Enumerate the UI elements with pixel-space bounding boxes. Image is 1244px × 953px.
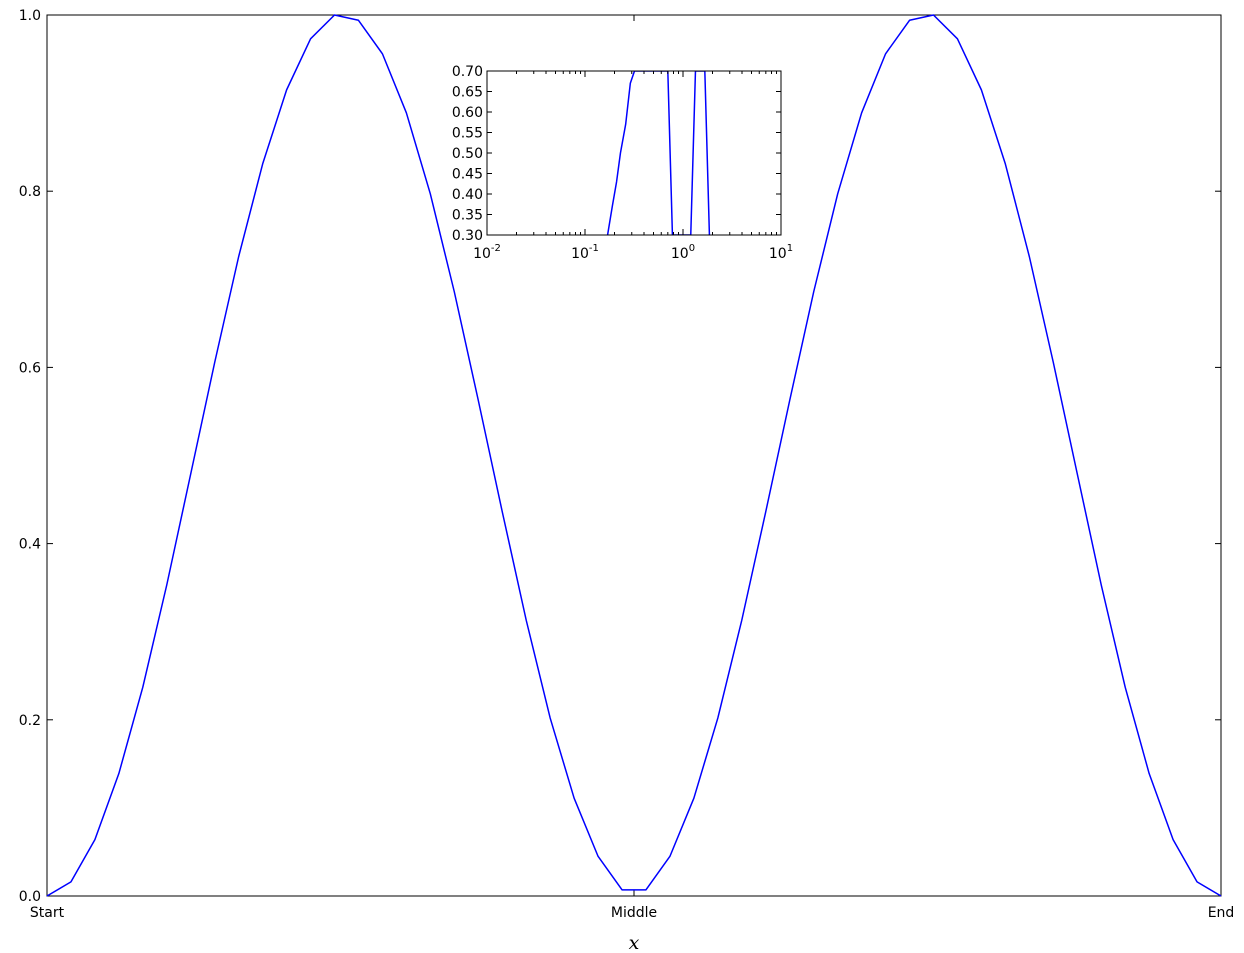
main-x-axis-label: x (629, 932, 640, 953)
inset-x-tick-base: 10 (671, 246, 689, 262)
inset-series-group (606, 71, 711, 235)
inset-y-tick-label: 0.35 (452, 208, 483, 224)
main-x-tick-label: End (1208, 905, 1235, 921)
inset-x-tick-exponent: 0 (689, 243, 695, 254)
main-y-tick-label: 0.2 (19, 713, 41, 729)
inset-x-tick-label: 10-2 (473, 243, 501, 262)
main-y-tick-label: 1.0 (19, 8, 41, 24)
main-y-tick-label: 0.8 (19, 184, 41, 200)
inset-x-tick-base: 10 (571, 246, 589, 262)
inset-x-tick-label: 10-1 (571, 243, 599, 262)
inset-y-tick-label: 0.50 (452, 146, 483, 162)
inset-plot-background (487, 71, 781, 235)
inset-y-tick-label: 0.40 (452, 187, 483, 203)
inset-y-tick-label: 0.55 (452, 126, 483, 142)
inset-x-tick-exponent: -2 (491, 243, 501, 254)
main-y-tick-label: 0.6 (19, 360, 41, 376)
main-series-group (46, 14, 1222, 897)
inset-x-tick-exponent: -1 (589, 243, 599, 254)
inset-x-tick-base: 10 (473, 246, 491, 262)
inset-y-tick-label: 0.70 (452, 64, 483, 80)
main-plot: 0.0 0.2 0.4 0.6 0.8 1.0 Start Middle End x (19, 8, 1235, 953)
main-y-tick-label: 0.0 (19, 889, 41, 905)
inset-x-tick-label: 101 (769, 243, 793, 262)
main-x-axis: Start Middle End (30, 15, 1234, 921)
main-x-tick-label: Start (30, 905, 65, 921)
inset-y-tick-label: 0.60 (452, 105, 483, 121)
inset-x-tick-base: 10 (769, 246, 787, 262)
inset-x-axis: 10-2 10-1 100 101 (473, 71, 793, 262)
inset-y-tick-label: 0.30 (452, 228, 483, 244)
main-y-axis: 0.0 0.2 0.4 0.6 0.8 1.0 (19, 8, 1221, 905)
inset-y-tick-label: 0.65 (452, 85, 483, 101)
inset-x-tick-label: 100 (671, 243, 695, 262)
inset-y-axis: 0.30 0.35 0.40 0.45 0.50 0.55 0.60 0.65 0.70 (452, 64, 781, 244)
main-y-tick-label: 0.4 (19, 537, 41, 553)
main-x-tick-label: Middle (611, 905, 657, 921)
inset-plot: 0.300.350.400.450.500.550.600.650.70 10-… (452, 64, 793, 262)
inset-series-line (606, 71, 711, 235)
inset-y-tick-label: 0.45 (452, 167, 483, 183)
main-series-line (46, 14, 1222, 897)
inset-x-tick-exponent: 1 (787, 243, 793, 254)
